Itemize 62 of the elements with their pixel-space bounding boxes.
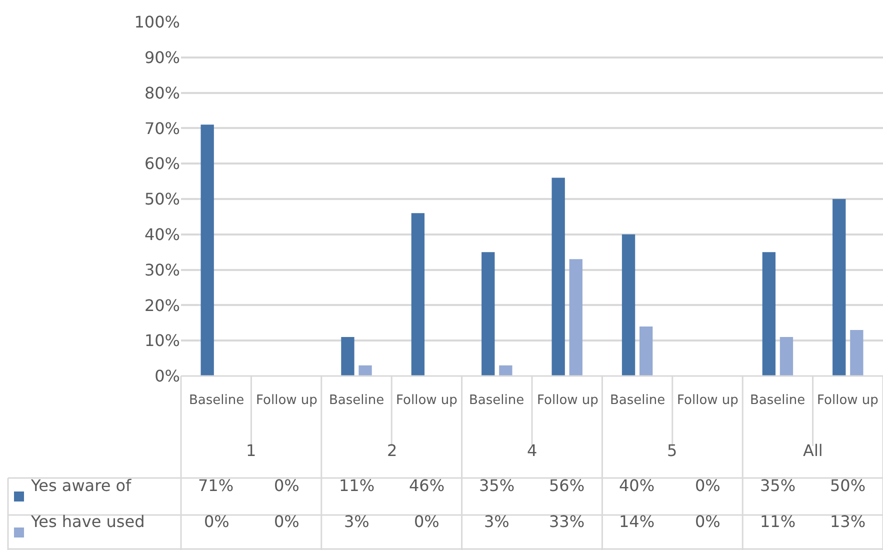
y-tick-label: 20% [144, 296, 180, 315]
y-tick-label: 90% [144, 48, 180, 67]
data-label: 50% [830, 476, 866, 495]
bar [850, 330, 864, 376]
data-label: 35% [760, 476, 796, 495]
bar [762, 252, 776, 376]
text: 1 [246, 441, 256, 460]
legend-label: Yes have used [30, 512, 145, 531]
bar [499, 365, 512, 376]
data-label: 33% [549, 512, 585, 531]
data-label: 0% [695, 476, 720, 495]
x-tick-label: Baseline [610, 393, 666, 408]
bar [341, 337, 354, 376]
legend-label: Yes aware of [30, 476, 132, 495]
x-tick-label: Baseline [469, 393, 524, 408]
x-tick-label: Follow up [396, 393, 458, 408]
y-tick-label: 30% [144, 260, 180, 280]
x-tick-label: Baseline [329, 393, 384, 408]
data-label: 11% [339, 476, 375, 495]
bar [358, 365, 372, 376]
data-label: 56% [549, 476, 585, 495]
y-tick-label: 40% [144, 225, 180, 244]
data-label: 35% [479, 476, 515, 495]
x-tick-label: Follow up [256, 393, 318, 408]
y-tick-label: 60% [144, 154, 180, 174]
y-tick-label: 80% [144, 83, 180, 102]
x-tick-label: Baseline [189, 393, 244, 408]
data-label: 3% [344, 512, 370, 531]
data-label: 11% [760, 512, 796, 531]
data-label: 0% [274, 476, 300, 495]
bar [200, 124, 214, 376]
data-label: 13% [830, 512, 866, 531]
data-label: 46% [409, 476, 445, 495]
y-tick-label: 50% [144, 190, 180, 209]
x-tick-label: Follow up [677, 393, 738, 408]
bar [411, 213, 425, 376]
y-tick-label: 70% [144, 118, 180, 138]
text: 2 [387, 441, 398, 460]
text: 4 [527, 441, 538, 460]
data-label: 14% [619, 512, 655, 531]
bar [569, 259, 582, 376]
bar [832, 199, 846, 376]
x-tick-label: Follow up [817, 393, 878, 408]
x-tick-label: Baseline [750, 393, 806, 408]
bar [780, 337, 794, 376]
text: All [803, 441, 823, 460]
bar [622, 234, 636, 376]
data-label: 71% [198, 476, 234, 495]
data-label: 0% [274, 512, 300, 531]
text: 5 [667, 441, 678, 460]
y-tick-label: 100% [134, 12, 180, 32]
x-tick-label: Follow up [537, 393, 598, 408]
bar [482, 252, 495, 376]
data-label: 0% [414, 512, 440, 531]
data-label: 0% [204, 512, 230, 531]
y-tick-label: 10% [144, 331, 180, 350]
bar [639, 326, 653, 376]
data-label: 40% [619, 476, 655, 495]
bar [552, 178, 565, 376]
data-label: 0% [695, 512, 720, 531]
data-label: 3% [484, 512, 510, 531]
y-tick-label: 0% [154, 366, 180, 386]
